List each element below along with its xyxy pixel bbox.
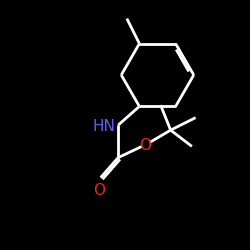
Text: O: O — [93, 183, 105, 198]
Text: HN: HN — [93, 119, 116, 134]
Text: O: O — [140, 138, 151, 153]
